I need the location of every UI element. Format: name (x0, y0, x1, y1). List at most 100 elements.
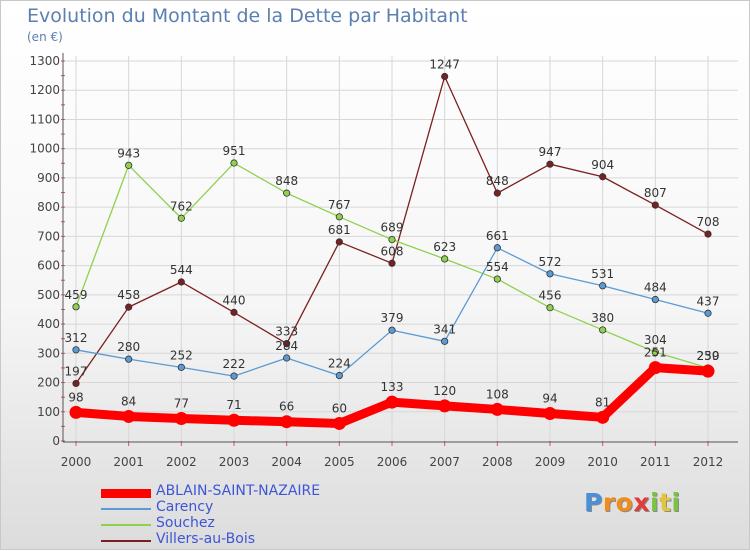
legend-label: ABLAIN-SAINT-NAZAIRE (156, 483, 321, 499)
data-point (493, 244, 501, 252)
axis-layer: 0 100 200 300 400 500 600 700 800 900 1000 1100 1200… (29, 53, 738, 469)
x-tick-label: 2009 (535, 455, 566, 469)
data-point (385, 395, 399, 409)
data-label: 222 (223, 357, 246, 371)
legend-swatch (101, 488, 151, 498)
data-point (335, 371, 343, 380)
data-point (704, 230, 712, 238)
y-tick-label: 300 (37, 346, 60, 360)
data-point (441, 337, 449, 345)
data-label: 544 (170, 263, 193, 277)
y-tick-label: 800 (37, 200, 60, 214)
y-tick-label: 400 (37, 317, 60, 331)
data-label: 341 (433, 322, 456, 336)
logo-letter: i (671, 488, 681, 517)
data-label: 807 (644, 186, 667, 200)
data-point (704, 309, 712, 317)
legend-label: Villers-au-Bois (156, 531, 256, 547)
data-label: 531 (591, 267, 614, 281)
data-point (72, 346, 80, 354)
data-point (283, 340, 291, 348)
data-label: 904 (591, 158, 614, 172)
data-label: 312 (65, 331, 88, 345)
data-label: 689 (381, 221, 404, 235)
logo-letter: x (633, 488, 650, 517)
y-tick-label: 600 (37, 259, 60, 273)
legend-label: Carency (156, 499, 214, 515)
data-label: 459 (65, 288, 88, 302)
data-label: 951 (223, 144, 246, 158)
x-tick-label: 2003 (219, 455, 250, 469)
x-tick-label: 2006 (377, 455, 408, 469)
data-point (546, 304, 554, 312)
x-tick-label: 2005 (324, 455, 355, 469)
data-point (72, 379, 80, 388)
data-label: 280 (117, 340, 140, 354)
data-point (388, 236, 396, 244)
y-tick-label: 1200 (29, 83, 60, 97)
x-tick-label: 2011 (640, 455, 671, 469)
x-tick-label: 2007 (429, 455, 460, 469)
data-label: 284 (275, 339, 298, 353)
y-tick-label: 900 (37, 171, 60, 185)
data-label: 84 (121, 394, 136, 408)
y-tick-label: 1300 (29, 54, 60, 68)
data-label: 623 (433, 240, 456, 254)
data-point (72, 303, 80, 311)
data-label: 251 (644, 346, 667, 360)
data-point (493, 275, 501, 283)
data-point (701, 364, 715, 378)
grid-layer (64, 56, 738, 441)
data-label: 77 (174, 396, 189, 410)
data-label: 661 (486, 229, 509, 243)
data-point (122, 409, 136, 423)
data-point (125, 355, 133, 363)
data-label: 572 (539, 255, 562, 269)
y-tick-label: 700 (37, 229, 60, 243)
y-tick-label: 500 (37, 288, 60, 302)
proxiti-logo: Proxiti (584, 488, 681, 517)
legend-label: Souchez (156, 515, 215, 531)
data-label: 197 (65, 364, 88, 378)
x-tick-label: 2008 (482, 455, 513, 469)
data-label: 239 (697, 349, 720, 363)
data-point (177, 278, 185, 286)
data-point (283, 189, 291, 197)
data-point (546, 270, 554, 278)
x-tick-label: 2004 (271, 455, 302, 469)
data-label: 66 (279, 400, 294, 414)
data-point (651, 201, 659, 209)
logo-letter: i (650, 488, 660, 517)
data-point (335, 238, 343, 246)
data-label: 60 (332, 401, 347, 415)
data-point (230, 159, 238, 167)
data-point (599, 326, 607, 334)
data-point (177, 363, 185, 371)
data-label: 762 (170, 199, 193, 213)
logo-letter: r (602, 488, 616, 517)
data-point (125, 161, 133, 169)
chart-subtitle: (en €) (27, 30, 63, 44)
data-point (493, 189, 501, 197)
data-point (546, 160, 554, 168)
data-label-layer: 197 458 544 440 333 681 608 1247 848 947 904 807 708… (65, 57, 720, 415)
data-point (177, 214, 185, 222)
data-label: 120 (433, 384, 456, 398)
x-tick-label: 2000 (61, 455, 92, 469)
legend-swatch (101, 508, 151, 510)
data-label: 848 (486, 174, 509, 188)
data-label: 554 (486, 260, 509, 274)
data-point (227, 413, 241, 427)
data-label: 458 (117, 288, 140, 302)
data-point (648, 361, 662, 375)
x-tick-label: 2010 (587, 455, 618, 469)
data-label: 304 (644, 333, 667, 347)
x-tick-label: 2002 (166, 455, 197, 469)
series-layer (69, 72, 715, 430)
legend-item: ABLAIN-SAINT-NAZAIRE (101, 483, 421, 501)
data-point (125, 303, 133, 311)
x-tick-label: 2012 (693, 455, 724, 469)
data-point (438, 399, 452, 413)
data-label: 224 (328, 357, 351, 371)
